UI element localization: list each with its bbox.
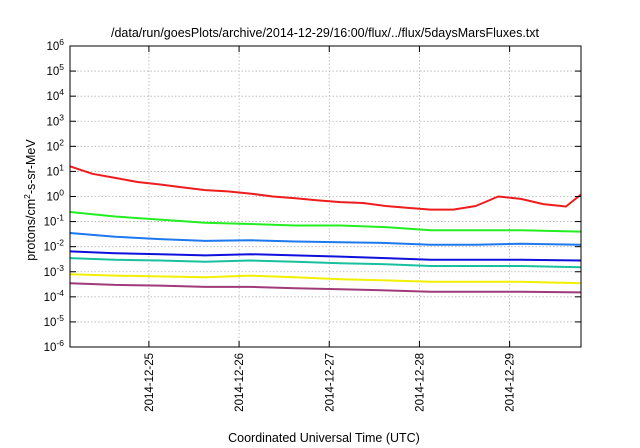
- series-line-6: [69, 273, 582, 285]
- y-tick-label: 10-6: [44, 338, 65, 354]
- x-tick-label: 2014-12-26: [234, 353, 246, 412]
- series-line-1: [69, 165, 582, 211]
- series-line-3: [69, 232, 582, 246]
- y-tick-label: 103: [46, 112, 64, 128]
- x-axis: 2014-12-25 2014-12-26 2014-12-27 2014-12-28…: [144, 46, 517, 412]
- y-tick-label: 106: [46, 37, 64, 53]
- y-tick-label: 10-4: [44, 288, 65, 304]
- y-tick-label: 100: [46, 188, 64, 204]
- series-line-5: [69, 257, 582, 269]
- y-axis-label: protons/cm2-s-sr-MeV: [22, 139, 38, 261]
- y-tick-label: 10-2: [44, 238, 65, 254]
- x-tick-label: 2014-12-25: [144, 353, 156, 412]
- y-tick-label: 104: [46, 87, 64, 103]
- series-group: [69, 165, 582, 294]
- y-tick-label: 102: [46, 137, 64, 153]
- y-axis: 10-6 10-5 10-4 10-3 10-2 10-1 100 101 102 103 104 1…: [44, 37, 581, 354]
- x-tick-label: 2014-12-28: [414, 353, 426, 412]
- series-line-2: [69, 211, 582, 233]
- series-line-7: [69, 282, 582, 294]
- x-tick-label: 2014-12-29: [505, 353, 517, 412]
- grid: [70, 46, 581, 347]
- chart-title: /data/run/goesPlots/archive/2014-12-29/1…: [111, 26, 540, 40]
- y-tick-label: 101: [46, 162, 64, 178]
- y-tick-label: 10-5: [44, 313, 65, 329]
- y-tick-label: 10-3: [44, 263, 65, 279]
- y-tick-label: 105: [46, 62, 64, 78]
- x-tick-label: 2014-12-27: [324, 353, 336, 412]
- x-axis-label: Coordinated Universal Time (UTC): [228, 431, 420, 445]
- series-line-4: [69, 250, 582, 262]
- y-tick-label: 10-1: [44, 213, 65, 229]
